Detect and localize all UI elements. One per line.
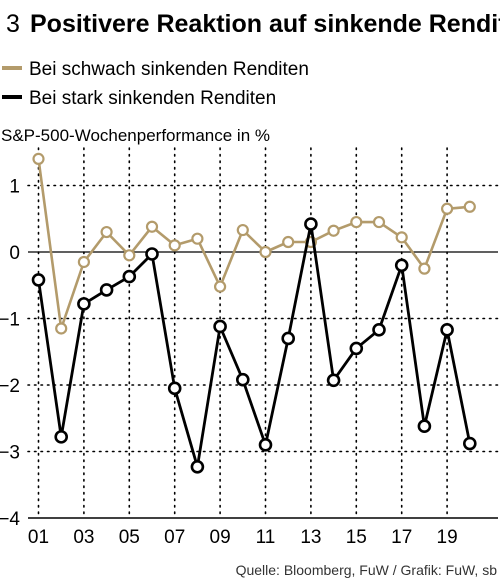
data-point-strong <box>394 258 409 273</box>
plot-area: 1 0 −1 −2 −3 −4 01 03 05 07 09 11 13 15 17 19 <box>0 147 499 548</box>
x-tick-label: 19 <box>437 527 458 548</box>
data-point-weak <box>236 223 249 237</box>
x-tick-label: 17 <box>391 527 412 548</box>
figure-number: 3 <box>6 10 20 38</box>
data-point-strong <box>213 319 227 334</box>
data-point-strong <box>31 273 46 287</box>
data-point-strong <box>304 217 318 231</box>
data-point-strong <box>99 283 114 297</box>
x-tick-label: 03 <box>73 527 94 548</box>
y-tick-label: −4 <box>0 509 20 530</box>
data-point-strong <box>145 247 159 261</box>
data-point-strong <box>190 459 205 474</box>
x-tick-label: 09 <box>210 527 231 548</box>
data-point-strong <box>440 323 454 337</box>
legend-label-strong: Bei stark sinkenden Renditen <box>29 88 276 109</box>
data-point-strong <box>349 341 364 356</box>
data-point-weak <box>441 202 454 215</box>
data-point-weak <box>55 322 68 335</box>
data-point-weak <box>463 200 476 213</box>
y-tick-label: −1 <box>0 310 20 331</box>
data-point-strong <box>417 419 432 434</box>
x-tick-label: 11 <box>256 527 276 548</box>
data-point-weak <box>282 235 295 249</box>
data-point-strong <box>258 438 273 452</box>
data-point-weak <box>123 249 136 262</box>
source-note: Quelle: Bloomberg, FuW / Grafik: FuW, sb <box>236 562 498 578</box>
x-tick-label: 15 <box>346 527 367 548</box>
data-point-strong <box>122 269 137 284</box>
data-point-weak <box>100 225 113 239</box>
data-point-weak <box>327 224 340 237</box>
chart-title: Positivere Reaktion auf sinkende Rendite… <box>30 10 500 38</box>
data-point-strong <box>372 323 386 337</box>
data-point-weak <box>418 262 431 275</box>
y-axis-label: S&P-500-Wochenperformance in % <box>1 126 270 145</box>
data-point-weak <box>32 152 45 165</box>
y-tick-label: 1 <box>9 177 20 198</box>
series-line-weak <box>37 158 470 330</box>
data-point-weak <box>145 220 159 233</box>
data-point-weak <box>214 280 227 293</box>
data-point-strong <box>326 373 341 388</box>
data-point-strong <box>54 430 69 444</box>
data-point-strong <box>77 297 91 311</box>
data-point-weak <box>168 239 181 252</box>
data-point-weak <box>191 232 204 245</box>
data-point-weak <box>372 215 386 229</box>
x-tick-label: 13 <box>300 527 321 548</box>
x-tick-label: 05 <box>119 527 140 548</box>
x-tick-label: 01 <box>28 527 49 548</box>
x-tick-label: 07 <box>164 527 185 548</box>
legend-label-weak: Bei schwach sinkenden Renditen <box>29 59 309 80</box>
y-tick-label: −2 <box>0 376 20 397</box>
data-point-weak <box>395 231 408 244</box>
data-point-strong <box>167 381 182 396</box>
data-point-weak <box>350 215 363 229</box>
data-point-weak <box>77 255 91 269</box>
data-point-strong <box>281 331 296 346</box>
data-point-weak <box>259 245 272 259</box>
y-tick-label: −3 <box>0 443 20 464</box>
y-tick-label: 0 <box>9 243 20 264</box>
data-point-strong <box>462 436 477 451</box>
data-point-strong <box>236 372 250 387</box>
legend: Bei schwach sinkenden Renditen Bei stark… <box>2 59 309 109</box>
